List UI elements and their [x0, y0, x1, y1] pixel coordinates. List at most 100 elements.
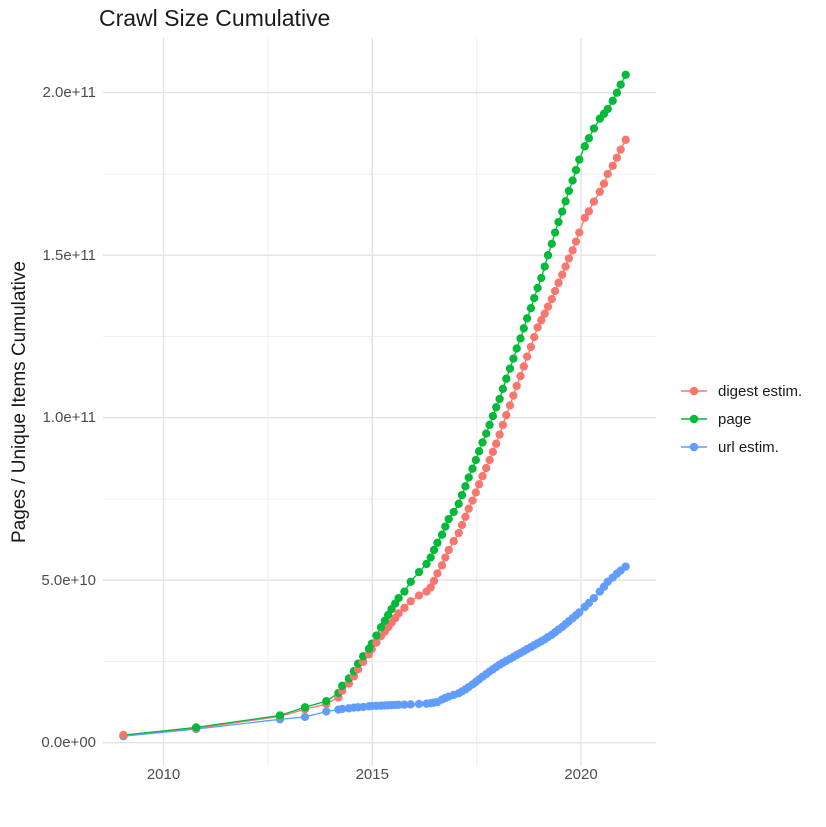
data-point — [300, 712, 310, 722]
data-point — [394, 609, 403, 618]
data-point — [512, 381, 521, 391]
legend-item: page — [681, 405, 802, 433]
data-point — [519, 324, 528, 333]
data-point — [441, 522, 450, 531]
data-point — [449, 507, 458, 517]
data-point — [621, 70, 630, 79]
data-point — [516, 371, 525, 381]
data-point — [488, 411, 498, 421]
data-point — [575, 155, 584, 164]
data-point — [580, 213, 589, 222]
data-point — [492, 403, 501, 412]
data-point — [414, 567, 424, 577]
data-point — [478, 438, 487, 447]
y-tick-label: 5.0e+10 — [41, 571, 96, 589]
data-point — [437, 530, 447, 539]
data-point — [621, 135, 630, 144]
data-point — [530, 293, 539, 303]
x-tick-label: 2010 — [146, 766, 181, 783]
data-point — [119, 730, 128, 740]
data-point — [568, 176, 577, 185]
data-point — [568, 246, 577, 255]
data-point — [372, 638, 381, 647]
data-point — [595, 187, 604, 196]
data-point — [406, 577, 415, 586]
legend-item: url estim. — [681, 433, 802, 461]
data-point — [414, 699, 424, 709]
data-point — [575, 228, 584, 237]
legend-item: digest estim. — [681, 377, 802, 405]
data-point — [400, 587, 409, 596]
data-point — [543, 302, 553, 311]
legend-label: digest estim. — [718, 382, 803, 400]
data-point — [498, 384, 508, 393]
data-point — [561, 262, 570, 271]
data-point — [616, 145, 625, 154]
data-point — [338, 704, 347, 714]
data-point — [621, 562, 630, 571]
legend: digest estim. page url estim. — [681, 377, 802, 461]
data-point — [554, 217, 563, 227]
data-point — [437, 561, 447, 570]
data-point — [338, 681, 347, 690]
data-point — [457, 490, 467, 500]
data-point — [564, 186, 574, 196]
data-point — [509, 354, 518, 363]
data-point — [512, 344, 521, 353]
data-point — [558, 207, 567, 216]
data-point — [558, 270, 567, 279]
legend-label: page — [718, 410, 752, 428]
data-point — [488, 447, 498, 456]
data-point — [608, 161, 617, 170]
data-point — [540, 262, 549, 271]
data-point — [400, 603, 409, 612]
data-point — [426, 553, 435, 562]
data-point — [322, 696, 331, 706]
data-point — [522, 352, 532, 361]
data-point — [433, 569, 442, 578]
legend-key-icon — [681, 413, 707, 425]
data-point — [464, 504, 473, 513]
data-point — [526, 304, 536, 313]
data-point — [612, 88, 622, 97]
data-point — [454, 528, 463, 538]
data-point — [275, 711, 285, 720]
x-tick-label: 2020 — [564, 766, 598, 783]
data-point — [584, 207, 594, 216]
data-point — [394, 593, 403, 603]
legend-label: url estim. — [718, 438, 779, 456]
x-tick-label: 2015 — [355, 766, 389, 783]
data-point — [191, 723, 201, 732]
data-point — [394, 700, 403, 709]
data-point — [492, 439, 501, 448]
y-tick-label: 2.0e+11 — [42, 84, 96, 102]
data-point — [589, 197, 599, 206]
data-point — [516, 334, 525, 343]
data-point — [608, 96, 617, 105]
data-point — [498, 420, 508, 430]
data-point — [474, 480, 484, 489]
data-point — [429, 545, 439, 555]
data-point — [433, 538, 442, 547]
data-point — [533, 323, 542, 332]
data-point — [603, 169, 612, 179]
data-point — [584, 134, 594, 143]
data-point — [464, 473, 473, 482]
data-point — [449, 537, 458, 546]
data-point — [474, 447, 484, 456]
data-point — [547, 239, 556, 248]
data-point — [468, 496, 477, 505]
data-point — [322, 707, 331, 716]
data-point — [471, 488, 480, 497]
data-point — [589, 593, 599, 603]
data-point — [575, 608, 584, 617]
data-point — [522, 314, 532, 323]
data-point — [616, 80, 625, 89]
data-point — [612, 153, 622, 162]
data-point — [564, 254, 574, 263]
data-point — [429, 576, 439, 586]
data-point — [502, 374, 511, 383]
data-point — [482, 463, 491, 473]
data-point — [530, 332, 539, 342]
